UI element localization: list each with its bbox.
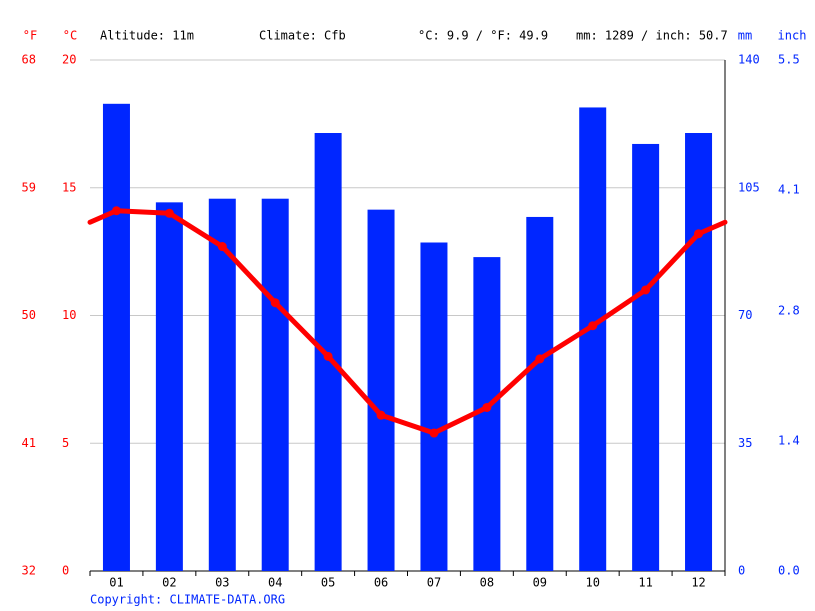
bar bbox=[208, 198, 236, 571]
bar bbox=[632, 143, 660, 571]
y2-tick-label: 70 bbox=[738, 308, 752, 322]
x-tick-label: 04 bbox=[268, 576, 282, 590]
altitude: Altitude: 11m bbox=[100, 29, 194, 43]
fahrenheit-label: °F bbox=[23, 29, 37, 43]
y3-tick-label: 5.5 bbox=[778, 53, 800, 67]
temperature-point bbox=[429, 428, 439, 438]
yf-tick-label: 59 bbox=[22, 180, 36, 194]
bar bbox=[367, 209, 395, 571]
yf-tick-label: 41 bbox=[22, 436, 36, 450]
y-tick-label: 5 bbox=[62, 436, 69, 450]
bar bbox=[261, 198, 289, 571]
temperature-point bbox=[270, 298, 280, 308]
yf-tick-label: 50 bbox=[22, 308, 36, 322]
temperature-point bbox=[588, 321, 598, 331]
temperature-point bbox=[164, 208, 174, 218]
x-tick-label: 09 bbox=[533, 576, 547, 590]
x-tick-label: 03 bbox=[215, 576, 229, 590]
temperature-point bbox=[217, 242, 227, 252]
x-tick-label: 10 bbox=[585, 576, 599, 590]
climate: Climate: Cfb bbox=[259, 29, 346, 43]
bar bbox=[102, 103, 130, 572]
temperature-point bbox=[111, 206, 121, 216]
temperature-point bbox=[376, 410, 386, 420]
temperature-point bbox=[641, 285, 651, 295]
x-tick-label: 08 bbox=[480, 576, 494, 590]
y-tick-label: 0 bbox=[62, 564, 69, 578]
bar bbox=[420, 242, 448, 571]
temperature-point bbox=[482, 402, 492, 412]
yf-tick-label: 32 bbox=[22, 564, 36, 578]
total-precipitation: mm: 1289 / inch: 50.7 bbox=[576, 29, 728, 43]
y3-tick-label: 2.8 bbox=[778, 303, 800, 317]
temperature-point bbox=[694, 229, 704, 239]
temperature-line bbox=[116, 208, 701, 436]
temperature-point bbox=[323, 351, 333, 361]
bar bbox=[155, 202, 183, 571]
x-tick-label: 11 bbox=[638, 576, 652, 590]
y3-tick-label: 0.0 bbox=[778, 564, 800, 578]
x-tick-label: 01 bbox=[109, 576, 123, 590]
x-tick-label: 02 bbox=[162, 576, 176, 590]
x-tick-label: 12 bbox=[691, 576, 705, 590]
line-wrap bbox=[87, 208, 119, 225]
y2-tick-label: 105 bbox=[738, 180, 760, 194]
x-tick-label: 05 bbox=[321, 576, 335, 590]
y-tick-label: 20 bbox=[62, 53, 76, 67]
mean-temperature: °C: 9.9 / °F: 49.9 bbox=[418, 29, 548, 43]
copyright: Copyright: CLIMATE-DATA.ORG bbox=[90, 593, 285, 607]
bar bbox=[579, 107, 607, 571]
bar bbox=[526, 216, 554, 571]
x-tick-label: 07 bbox=[427, 576, 441, 590]
y3-tick-label: 1.4 bbox=[778, 433, 800, 447]
y2-tick-label: 35 bbox=[738, 436, 752, 450]
x-tick-label: 06 bbox=[374, 576, 388, 590]
y-tick-label: 15 bbox=[62, 180, 76, 194]
bar bbox=[685, 133, 713, 571]
temperature-point bbox=[535, 354, 545, 364]
line-wrap bbox=[696, 219, 728, 237]
y3-tick-label: 4.1 bbox=[778, 183, 800, 197]
mm-label: mm bbox=[738, 29, 752, 43]
yf-tick-label: 68 bbox=[22, 53, 36, 67]
y2-tick-label: 140 bbox=[738, 53, 760, 67]
inch-label: inch bbox=[778, 29, 807, 43]
y-tick-label: 10 bbox=[62, 308, 76, 322]
celsius-label: °C bbox=[63, 29, 77, 43]
y2-tick-label: 0 bbox=[738, 564, 745, 578]
